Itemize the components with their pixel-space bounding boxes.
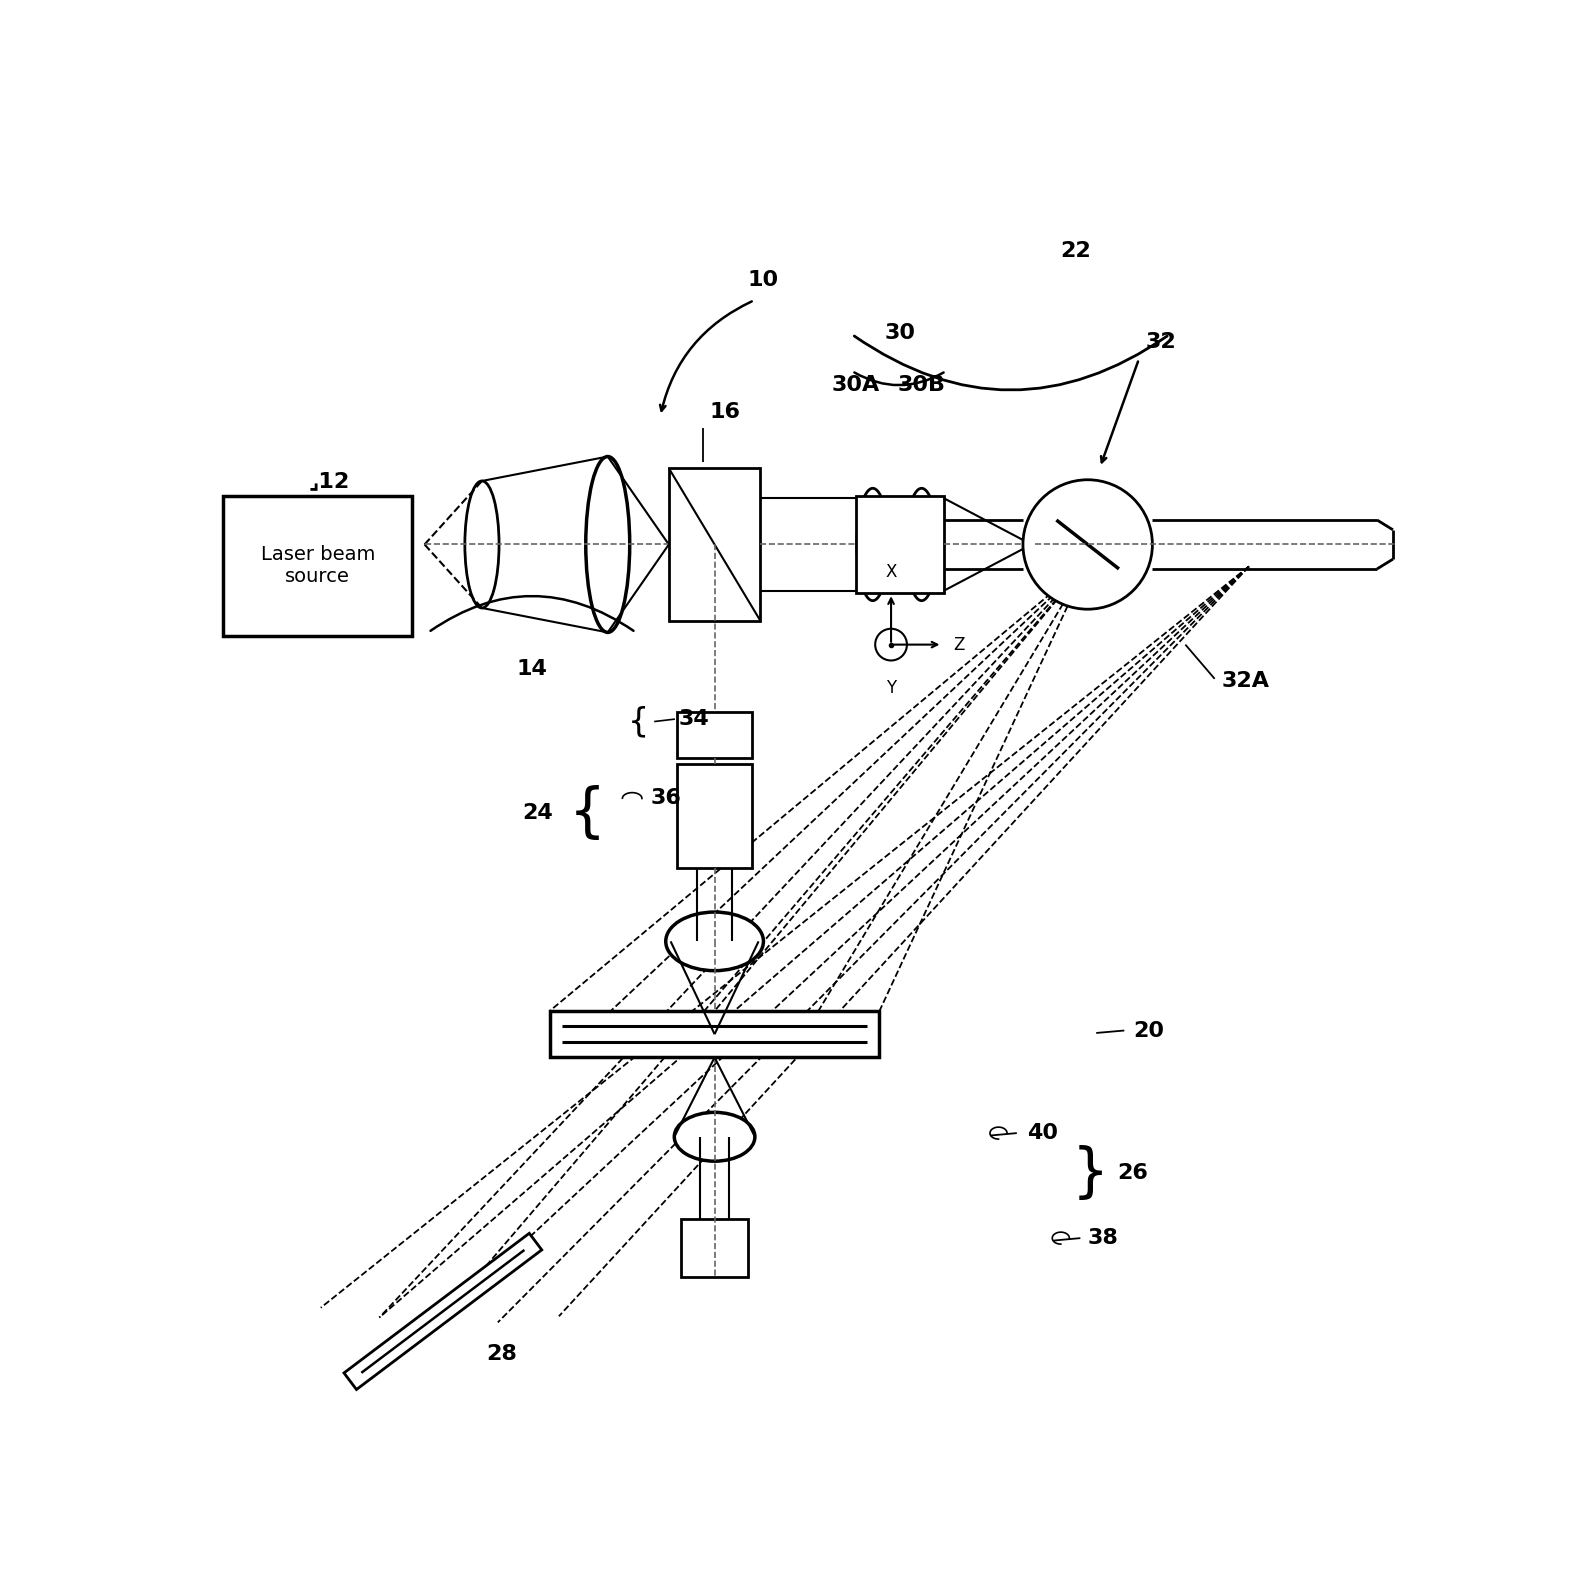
Text: 32A: 32A xyxy=(1222,671,1270,691)
Ellipse shape xyxy=(674,1112,755,1161)
Bar xyxy=(681,1218,748,1277)
Text: 10: 10 xyxy=(747,271,778,290)
Text: 22: 22 xyxy=(1060,241,1091,262)
Text: 16: 16 xyxy=(709,403,741,422)
Text: 30A: 30A xyxy=(832,376,880,395)
Bar xyxy=(223,495,412,636)
Text: 40: 40 xyxy=(1026,1123,1058,1144)
Bar xyxy=(549,1010,880,1058)
Text: Z: Z xyxy=(954,636,965,653)
Text: 28: 28 xyxy=(486,1345,516,1364)
Ellipse shape xyxy=(666,912,763,971)
Text: }: } xyxy=(1072,1145,1108,1202)
Text: {: { xyxy=(627,706,649,737)
Bar xyxy=(669,468,761,620)
Text: 36: 36 xyxy=(651,788,682,809)
Bar xyxy=(677,712,753,758)
Polygon shape xyxy=(344,1234,542,1389)
Ellipse shape xyxy=(875,628,906,660)
Text: 32: 32 xyxy=(1145,331,1176,352)
Text: X: X xyxy=(886,563,897,580)
Text: 24: 24 xyxy=(523,803,553,823)
Bar xyxy=(677,764,753,868)
Ellipse shape xyxy=(857,488,889,601)
Text: ⌟12: ⌟12 xyxy=(308,471,351,492)
Text: 14: 14 xyxy=(516,660,548,679)
Text: 38: 38 xyxy=(1088,1228,1118,1248)
Text: 30: 30 xyxy=(884,324,916,343)
Text: {: { xyxy=(568,785,605,842)
Text: 26: 26 xyxy=(1116,1164,1148,1183)
Text: 30B: 30B xyxy=(897,376,946,395)
Text: 20: 20 xyxy=(1132,1020,1164,1040)
Bar xyxy=(856,496,944,593)
Text: Y: Y xyxy=(886,679,897,696)
Ellipse shape xyxy=(1023,479,1153,609)
Text: 34: 34 xyxy=(679,709,709,730)
Ellipse shape xyxy=(464,481,499,607)
Text: Laser beam
source: Laser beam source xyxy=(261,546,374,587)
Ellipse shape xyxy=(586,457,630,633)
Ellipse shape xyxy=(906,488,938,601)
